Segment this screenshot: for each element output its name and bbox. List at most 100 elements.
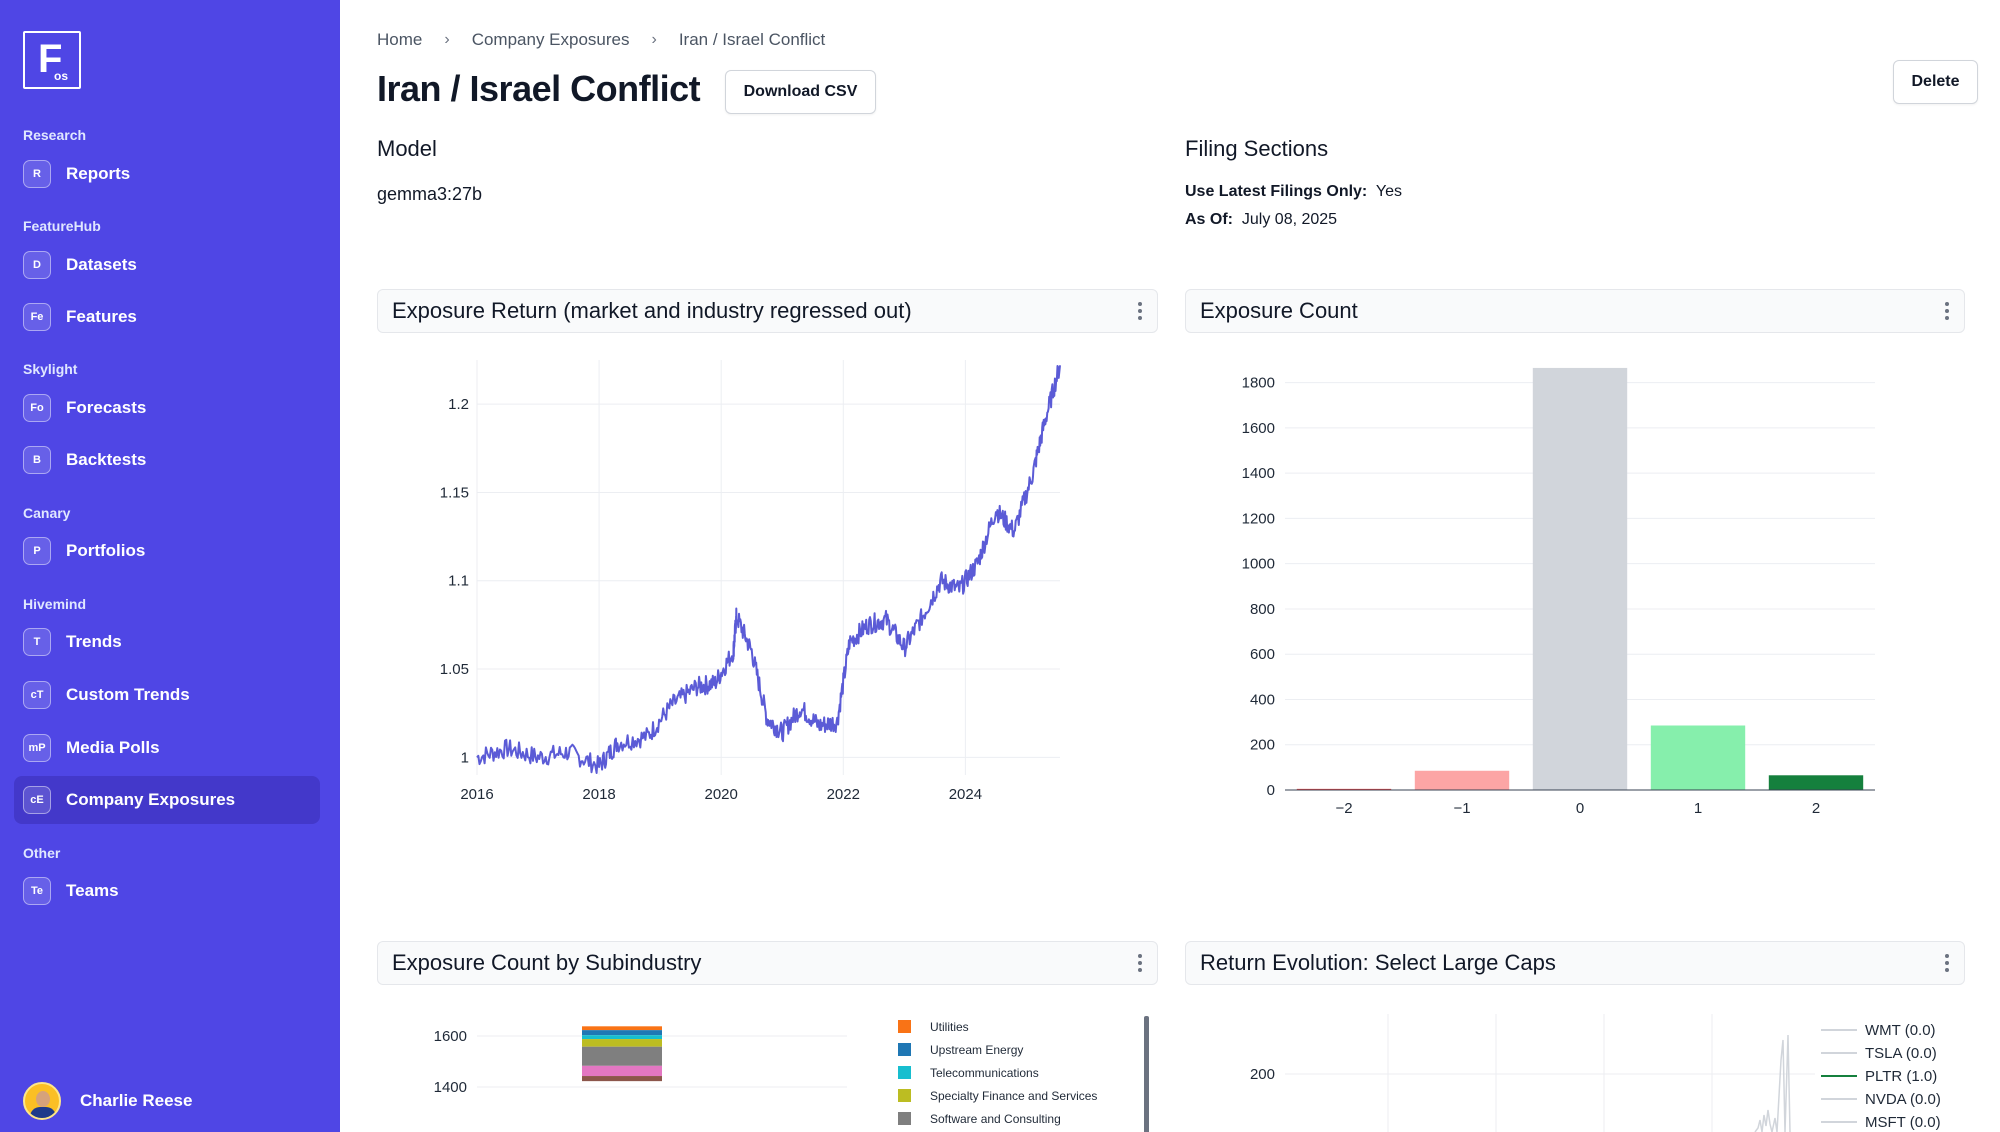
more-options-icon[interactable] <box>1944 302 1950 322</box>
card-exposure-return: Exposure Return (market and industry reg… <box>377 289 1158 333</box>
more-options-icon[interactable] <box>1137 302 1143 322</box>
trends-icon: T <box>23 628 51 656</box>
backtests-icon: B <box>23 446 51 474</box>
nav-item-label: Forecasts <box>66 398 147 417</box>
x-tick-label: 2018 <box>582 786 615 803</box>
nav-item-reports[interactable]: R Reports <box>14 150 320 198</box>
bar <box>1414 770 1510 790</box>
legend-swatch <box>898 1020 911 1033</box>
legend-label: Specialty Finance and Services <box>930 1089 1097 1103</box>
filing-sections-heading: Filing Sections <box>1185 136 1329 161</box>
download-csv-button[interactable]: Download CSV <box>725 70 876 114</box>
more-options-icon[interactable] <box>1137 954 1143 974</box>
legend-label: Upstream Energy <box>930 1043 1023 1057</box>
nav-section-featurehub: FeatureHub <box>23 218 101 234</box>
nav-section-canary: Canary <box>23 505 71 521</box>
card-title: Exposure Return (market and industry reg… <box>392 298 912 323</box>
breadcrumb-company-exposures[interactable]: Company Exposures <box>471 30 630 49</box>
model-value: gemma3:27b <box>377 184 483 204</box>
user-profile[interactable]: Charlie Reese <box>23 1082 192 1120</box>
nav-section-skylight: Skylight <box>23 361 78 377</box>
y-tick-label: 1200 <box>1242 510 1275 527</box>
media-polls-icon: mP <box>23 734 51 762</box>
nav-item-label: Reports <box>66 164 131 183</box>
subindustry-chart: 1600 1400 Utilities Upstream Energy Telecomm… <box>434 1016 1149 1132</box>
x-tick-label: 2020 <box>705 786 738 803</box>
as-of-label: As Of: <box>1185 211 1233 228</box>
more-options-icon[interactable] <box>1944 954 1950 974</box>
bar <box>1532 367 1628 790</box>
app-logo[interactable]: F os <box>23 31 81 89</box>
exposure-return-chart: 2016 2018 2020 2022 2024 1 1.05 1.1 1.15 1.2 <box>440 360 1061 803</box>
y-tick-label: 1400 <box>434 1079 467 1096</box>
nav-item-teams[interactable]: Te Teams <box>14 867 320 915</box>
legend-label: TSLA (0.0) <box>1865 1045 1937 1062</box>
stacked-bar-segment <box>582 1065 662 1077</box>
legend-label: Software and Consulting <box>930 1112 1061 1126</box>
x-tick-label: −1 <box>1453 800 1470 817</box>
latest-filings-label: Use Latest Filings Only: <box>1185 183 1368 200</box>
as-of-row: As Of: July 08, 2025 <box>1185 211 1337 229</box>
legend-swatch <box>898 1043 911 1056</box>
bar <box>1650 725 1746 790</box>
x-tick-label: 2024 <box>949 786 982 803</box>
breadcrumb-home[interactable]: Home <box>377 30 423 49</box>
x-tick-label: 1 <box>1694 800 1702 817</box>
stacked-bar-segment <box>582 1076 662 1082</box>
nav-item-label: Portfolios <box>66 541 146 560</box>
nav-item-trends[interactable]: T Trends <box>14 618 320 666</box>
series-line <box>1754 1034 1791 1132</box>
card-title: Exposure Count <box>1200 298 1358 323</box>
y-tick-label: 1.1 <box>448 573 469 590</box>
stacked-bar-segment <box>582 1030 662 1036</box>
card-subindustry: Exposure Count by Subindustry <box>377 941 1158 985</box>
nav-item-forecasts[interactable]: Fo Forecasts <box>14 384 320 432</box>
breadcrumb-separator: › <box>444 31 450 48</box>
reports-icon: R <box>23 160 51 188</box>
portfolios-icon: P <box>23 537 51 565</box>
return-series-line <box>476 365 1061 774</box>
legend-label: Utilities <box>930 1020 969 1034</box>
legend-label: MSFT (0.0) <box>1865 1114 1941 1131</box>
nav-item-label: Trends <box>66 632 122 651</box>
y-tick-label: 800 <box>1250 601 1275 618</box>
nav-item-portfolios[interactable]: P Portfolios <box>14 527 320 575</box>
exposure-count-chart: 0 200 400 600 800 1000 1200 1400 1600 1800 −2 −1 0 1 2 <box>1242 367 1875 817</box>
nav-item-label: Company Exposures <box>66 790 236 809</box>
y-tick-label: 0 <box>1267 782 1275 799</box>
datasets-icon: D <box>23 251 51 279</box>
bar <box>1296 788 1392 790</box>
delete-button[interactable]: Delete <box>1893 60 1978 104</box>
logo-sub: os <box>54 69 69 83</box>
y-tick-label: 1600 <box>1242 420 1275 437</box>
stacked-bar-segment <box>582 1035 662 1040</box>
y-tick-label: 1800 <box>1242 375 1275 392</box>
nav-section-other: Other <box>23 845 61 861</box>
sidebar: F os Research R Reports FeatureHub D Dat… <box>0 0 340 1132</box>
breadcrumb-current: Iran / Israel Conflict <box>678 30 826 49</box>
nav-item-features[interactable]: Fe Features <box>14 293 320 341</box>
nav-item-media-polls[interactable]: mP Media Polls <box>14 724 320 772</box>
page-title: Iran / Israel Conflict <box>377 68 701 109</box>
card-exposure-count: Exposure Count <box>1185 289 1965 333</box>
latest-filings-row: Use Latest Filings Only: Yes <box>1185 183 1402 201</box>
legend-label: WMT (0.0) <box>1865 1022 1936 1039</box>
stacked-bar-segment <box>582 1046 662 1066</box>
return-evolution-chart: 200 WMT (0.0) TSLA (0.0) PLTR (1.0) NVDA (0.… <box>1250 1014 1941 1132</box>
nav-item-custom-trends[interactable]: cT Custom Trends <box>14 671 320 719</box>
nav-item-label: Media Polls <box>66 738 160 757</box>
y-tick-label: 1400 <box>1242 465 1275 482</box>
x-tick-label: 2 <box>1812 800 1820 817</box>
logo-letter: F <box>38 37 63 81</box>
x-tick-label: −2 <box>1335 800 1352 817</box>
y-tick-label: 1.15 <box>440 484 469 501</box>
nav-item-company-exposures[interactable]: cE Company Exposures <box>14 776 320 824</box>
nav-item-backtests[interactable]: B Backtests <box>14 436 320 484</box>
y-tick-label: 400 <box>1250 691 1275 708</box>
as-of-value: July 08, 2025 <box>1241 211 1338 228</box>
y-tick-label: 1 <box>461 749 469 766</box>
card-title: Exposure Count by Subindustry <box>392 950 702 975</box>
nav-item-datasets[interactable]: D Datasets <box>14 241 320 289</box>
breadcrumb: Home › Company Exposures › Iran / Israel… <box>377 30 825 50</box>
nav-section-research: Research <box>23 127 87 143</box>
